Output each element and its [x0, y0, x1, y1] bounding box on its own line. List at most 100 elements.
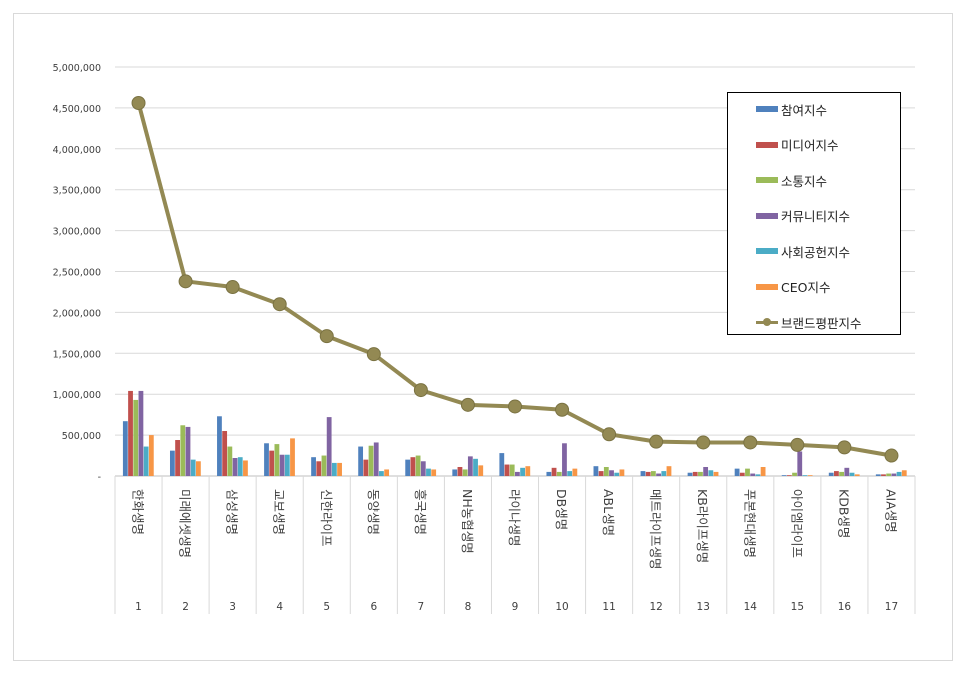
- bar-1-2: [169, 450, 175, 476]
- bar-2-1: [128, 390, 133, 476]
- bar-1-6: [358, 446, 364, 476]
- bar-4-2: [185, 426, 191, 476]
- bar-6-3: [243, 460, 248, 476]
- bar-1-14: [734, 468, 740, 476]
- category-label: KB라이프생명: [695, 489, 710, 563]
- bar-3-4: [274, 444, 280, 476]
- bar-4-15: [797, 451, 803, 476]
- bar-4-3: [232, 458, 238, 476]
- y-tick-label: 1,500,000: [53, 349, 101, 360]
- y-tick-label: 500,000: [62, 431, 101, 442]
- category-label: 미래에셋생명: [178, 489, 193, 558]
- legend-item: 미디어지수: [756, 135, 839, 155]
- bar-4-9: [515, 471, 520, 476]
- y-tick-label: -: [98, 472, 101, 483]
- bar-6-16: [854, 474, 860, 476]
- legend-swatch: [756, 106, 778, 112]
- rank-label: 2: [182, 601, 189, 613]
- bar-2-10: [551, 467, 557, 476]
- bar-1-7: [405, 459, 411, 476]
- bar-5-17: [896, 471, 902, 476]
- bar-3-16: [839, 471, 845, 476]
- bar-5-1: [143, 446, 149, 476]
- legend-item: 사회공헌지수: [756, 241, 850, 261]
- bar-2-13: [692, 471, 698, 476]
- y-tick-label: 2,000,000: [53, 308, 101, 319]
- category-label: ABL생명: [601, 489, 616, 536]
- legend-swatch: [756, 283, 778, 290]
- bar-6-8: [478, 465, 484, 476]
- bar-3-9: [509, 464, 515, 476]
- bar-2-3: [222, 431, 228, 476]
- y-tick-label: 1,000,000: [53, 390, 101, 401]
- brand-index-point-2: [178, 274, 193, 289]
- brand-index-point-15: [790, 437, 805, 452]
- bar-6-12: [666, 466, 672, 476]
- bar-1-3: [217, 416, 222, 476]
- bar-4-11: [609, 470, 614, 476]
- y-tick-label: 3,000,000: [53, 227, 101, 238]
- legend-label: 브랜드평판지수: [781, 315, 862, 331]
- bar-6-4: [290, 438, 295, 476]
- bar-2-4: [269, 450, 275, 476]
- brand-index-point-14: [743, 435, 758, 450]
- bar-5-13: [708, 470, 714, 476]
- legend-item: CEO지수: [756, 277, 830, 297]
- legend-marker: [763, 317, 771, 326]
- bar-4-16: [844, 467, 850, 476]
- rank-label: 4: [276, 601, 283, 613]
- bar-3-8: [462, 469, 468, 476]
- bar-1-5: [311, 457, 316, 476]
- bar-5-9: [520, 467, 525, 476]
- legend-item: 참여지수: [756, 99, 827, 119]
- legend-swatch: [756, 212, 778, 219]
- category-label: 동양생명: [366, 489, 381, 535]
- category-label: 교보생명: [272, 489, 287, 535]
- y-tick-label: 5,000,000: [53, 63, 101, 74]
- bar-6-5: [337, 462, 342, 476]
- bar-5-6: [379, 471, 384, 476]
- bar-2-11: [598, 471, 604, 476]
- bar-5-5: [331, 462, 337, 476]
- brand-index-point-13: [696, 435, 711, 450]
- bar-5-2: [190, 459, 196, 476]
- rank-label: 10: [555, 601, 568, 613]
- bar-6-1: [148, 435, 154, 476]
- brand-index-point-8: [460, 397, 475, 412]
- bar-3-14: [745, 468, 750, 476]
- bar-6-11: [619, 469, 625, 476]
- bar-5-16: [849, 472, 855, 476]
- bar-2-6: [363, 459, 369, 476]
- bar-6-10: [572, 468, 578, 476]
- legend-swatch: [756, 141, 778, 148]
- legend-label: 소통지수: [781, 173, 828, 189]
- bar-1-10: [546, 471, 552, 476]
- bar-5-8: [473, 458, 478, 476]
- legend-swatch: [756, 177, 778, 183]
- rank-label: 11: [602, 601, 615, 613]
- rank-label: 5: [323, 601, 330, 613]
- bar-2-9: [504, 464, 510, 476]
- rank-label: 3: [229, 601, 236, 613]
- bar-5-11: [614, 472, 620, 476]
- bar-4-14: [750, 473, 756, 476]
- category-label: KDB생명: [836, 489, 851, 538]
- brand-index-point-9: [508, 399, 522, 414]
- bar-3-7: [415, 455, 421, 476]
- legend-item: 커뮤니티지수: [756, 206, 850, 226]
- bar-4-12: [656, 473, 661, 476]
- bar-3-10: [556, 471, 562, 476]
- bar-6-17: [901, 470, 907, 476]
- bar-3-5: [321, 455, 327, 476]
- bar-5-4: [284, 454, 290, 476]
- bar-1-13: [687, 472, 693, 476]
- brand-index-point-5: [319, 329, 334, 344]
- y-tick-label: 4,000,000: [53, 145, 101, 156]
- bar-2-15: [786, 475, 792, 476]
- category-label: AIA생명: [883, 489, 898, 533]
- category-label: 라이나생명: [507, 489, 522, 547]
- bar-3-3: [227, 446, 233, 476]
- bar-6-7: [431, 469, 437, 476]
- rank-label: 12: [649, 601, 662, 613]
- category-label: 한화생명: [131, 489, 146, 535]
